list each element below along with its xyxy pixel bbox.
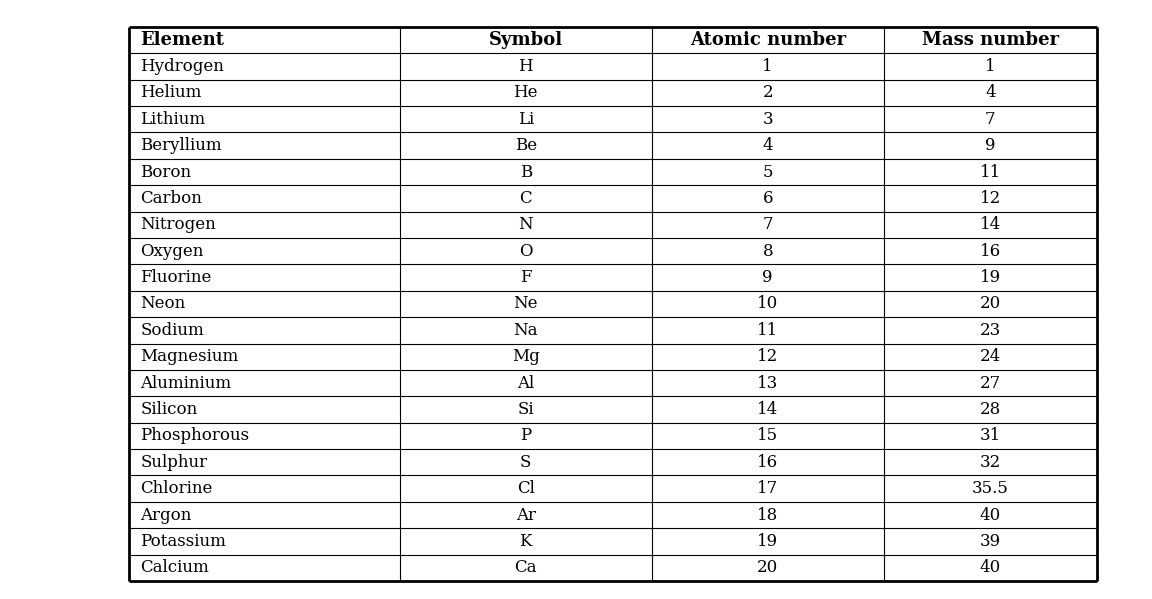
Text: Helium: Helium [141,84,202,101]
Text: O: O [520,243,532,260]
Text: Sulphur: Sulphur [141,454,207,471]
Text: Aluminium: Aluminium [141,374,232,392]
Text: 24: 24 [979,348,1001,365]
Text: Be: Be [515,137,537,154]
Text: Mg: Mg [511,348,539,365]
Text: 19: 19 [757,533,779,550]
Text: Li: Li [517,111,533,128]
Text: 35.5: 35.5 [972,480,1009,497]
Text: 40: 40 [979,559,1001,576]
Text: Silicon: Silicon [141,401,198,418]
Text: Neon: Neon [141,295,185,313]
Text: 12: 12 [979,190,1001,207]
Text: 16: 16 [757,454,779,471]
Text: Mass number: Mass number [922,31,1059,49]
Text: Magnesium: Magnesium [141,348,238,365]
Text: Ne: Ne [514,295,538,313]
Text: Lithium: Lithium [141,111,206,128]
Text: 5: 5 [763,164,773,180]
Text: 11: 11 [757,322,779,339]
Text: Boron: Boron [141,164,191,180]
Text: Atomic number: Atomic number [690,31,846,49]
Text: Calcium: Calcium [141,559,210,576]
Text: Chlorine: Chlorine [141,480,213,497]
Text: 19: 19 [979,269,1001,286]
Text: Cl: Cl [517,480,535,497]
Text: 13: 13 [757,374,779,392]
Text: 20: 20 [757,559,779,576]
Text: 39: 39 [979,533,1001,550]
Text: Al: Al [517,374,535,392]
Text: 28: 28 [979,401,1001,418]
Text: S: S [520,454,531,471]
Text: 18: 18 [757,507,779,524]
Text: N: N [518,216,533,234]
Text: 1: 1 [985,58,995,75]
Text: 17: 17 [757,480,779,497]
Text: Na: Na [514,322,538,339]
Text: 32: 32 [979,454,1001,471]
Text: K: K [520,533,532,550]
Text: Nitrogen: Nitrogen [141,216,217,234]
Text: Si: Si [517,401,535,418]
Text: Phosphorous: Phosphorous [141,428,250,444]
Text: 27: 27 [979,374,1001,392]
Text: 4: 4 [763,137,773,154]
Text: B: B [520,164,532,180]
Text: F: F [520,269,531,286]
Text: Symbol: Symbol [488,31,563,49]
Text: Element: Element [141,31,225,49]
Text: 6: 6 [763,190,773,207]
Text: 2: 2 [763,84,773,101]
Text: 1: 1 [763,58,773,75]
Text: 16: 16 [979,243,1001,260]
Text: 7: 7 [985,111,995,128]
Text: H: H [518,58,533,75]
Text: 12: 12 [757,348,779,365]
Text: Oxygen: Oxygen [141,243,204,260]
Text: 20: 20 [979,295,1001,313]
Text: 14: 14 [757,401,779,418]
Text: 40: 40 [979,507,1001,524]
Text: 9: 9 [985,137,995,154]
Text: Carbon: Carbon [141,190,203,207]
Text: Sodium: Sodium [141,322,204,339]
Text: Argon: Argon [141,507,192,524]
Text: 11: 11 [979,164,1001,180]
Text: P: P [521,428,531,444]
Text: Ar: Ar [516,507,536,524]
Text: 14: 14 [979,216,1001,234]
Text: He: He [514,84,538,101]
Text: 8: 8 [763,243,773,260]
Text: Fluorine: Fluorine [141,269,212,286]
Text: C: C [520,190,532,207]
Text: 9: 9 [763,269,773,286]
Text: 15: 15 [757,428,779,444]
Text: 7: 7 [763,216,773,234]
Text: Ca: Ca [515,559,537,576]
Text: 10: 10 [757,295,779,313]
Text: Hydrogen: Hydrogen [141,58,225,75]
Text: 31: 31 [979,428,1001,444]
Text: Potassium: Potassium [141,533,227,550]
Text: 23: 23 [979,322,1001,339]
Text: 3: 3 [763,111,773,128]
Text: 4: 4 [985,84,995,101]
Text: Beryllium: Beryllium [141,137,222,154]
